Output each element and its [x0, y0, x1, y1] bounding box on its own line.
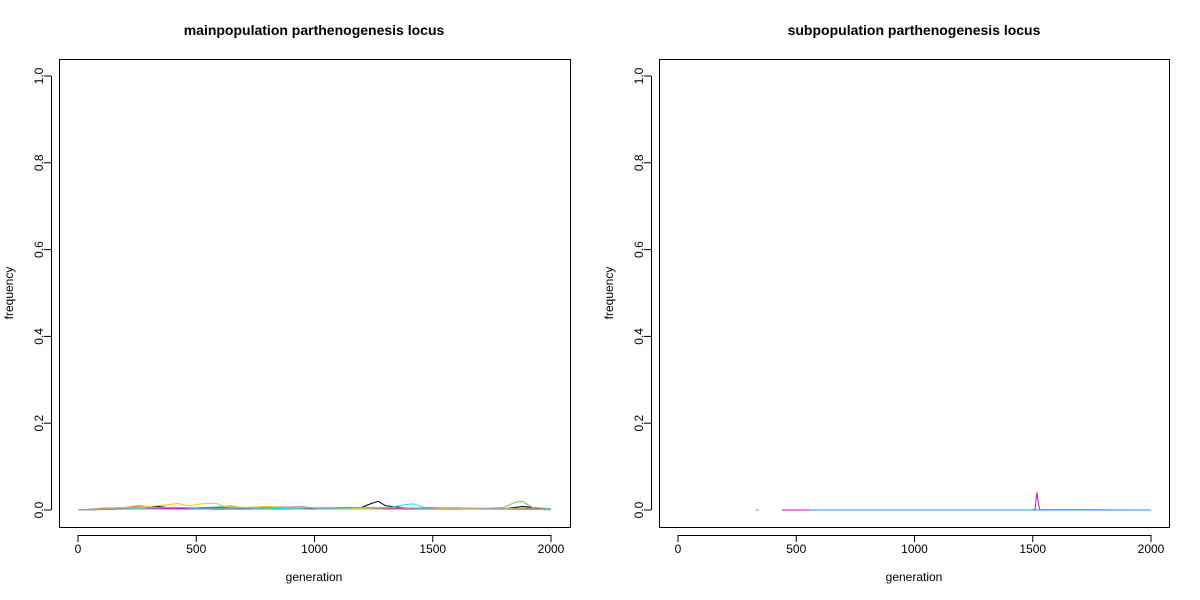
- y-tick-label: 0.6: [32, 241, 46, 258]
- y-tick-label: 0.0: [32, 501, 46, 518]
- x-tick-label: 0: [75, 542, 82, 556]
- y-tick-label: 0.2: [632, 415, 646, 432]
- x-tick-label: 1500: [419, 542, 446, 556]
- y-tick-label: 1.0: [32, 67, 46, 84]
- chart-title: subpopulation parthenogenesis locus: [788, 22, 1041, 38]
- subpopulation-panel: subpopulation parthenogenesis locus 0 500 1…: [602, 22, 1170, 584]
- x-tick-label: 1500: [1019, 542, 1046, 556]
- x-tick-label: 2000: [538, 542, 565, 556]
- plot-frame: [59, 59, 571, 528]
- y-tick-label: 1.0: [632, 67, 646, 84]
- series-line: [77, 506, 552, 511]
- x-tick-label: 1000: [301, 542, 328, 556]
- x-tick-label: 500: [186, 542, 206, 556]
- y-tick-label: 0.0: [632, 501, 646, 518]
- x-tick-label: 1000: [901, 542, 928, 556]
- y-axis-label: frequency: [2, 267, 16, 320]
- plot-frame: [659, 59, 1170, 528]
- y-tick-label: 0.2: [32, 415, 46, 432]
- x-tick-label: 0: [675, 542, 682, 556]
- x-axis-label: generation: [286, 570, 343, 584]
- y-tick-label: 0.6: [632, 241, 646, 258]
- x-tick-label: 500: [786, 542, 806, 556]
- series-line: [782, 492, 1152, 511]
- y-axis-label: frequency: [602, 267, 616, 320]
- y-tick-label: 0.8: [632, 154, 646, 171]
- x-axis-label: generation: [886, 570, 943, 584]
- y-tick-label: 0.8: [32, 154, 46, 171]
- y-tick-label: 0.4: [632, 328, 646, 345]
- x-tick-label: 2000: [1138, 542, 1165, 556]
- chart-title: mainpopulation parthenogenesis locus: [184, 22, 445, 38]
- y-tick-label: 0.4: [32, 328, 46, 345]
- mainpopulation-panel: mainpopulation parthenogenesis locus 0 500…: [2, 22, 571, 584]
